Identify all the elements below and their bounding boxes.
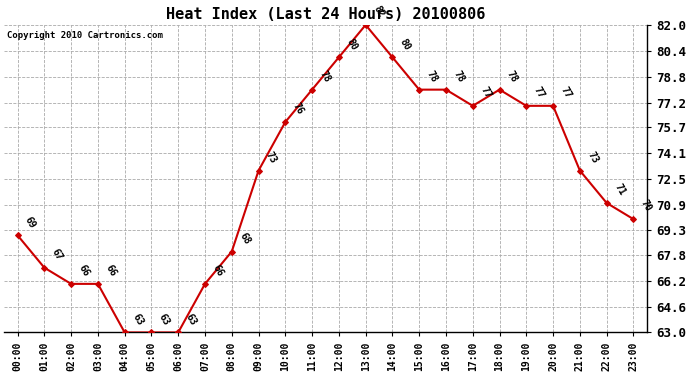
Text: 78: 78 <box>317 69 332 84</box>
Text: 77: 77 <box>559 85 573 100</box>
Text: 78: 78 <box>451 69 466 84</box>
Text: 78: 78 <box>425 69 440 84</box>
Text: 68: 68 <box>237 231 252 246</box>
Text: 76: 76 <box>291 101 306 117</box>
Text: 77: 77 <box>532 85 546 100</box>
Text: 73: 73 <box>585 150 600 165</box>
Text: 66: 66 <box>104 263 118 278</box>
Text: 80: 80 <box>398 36 413 52</box>
Text: 66: 66 <box>77 263 91 278</box>
Text: 63: 63 <box>130 312 145 327</box>
Text: 71: 71 <box>612 182 627 197</box>
Text: Copyright 2010 Cartronics.com: Copyright 2010 Cartronics.com <box>8 31 164 40</box>
Text: 69: 69 <box>23 214 38 230</box>
Title: Heat Index (Last 24 Hours) 20100806: Heat Index (Last 24 Hours) 20100806 <box>166 8 485 22</box>
Text: 73: 73 <box>264 150 279 165</box>
Text: 63: 63 <box>184 312 198 327</box>
Text: 82: 82 <box>371 4 386 20</box>
Text: 67: 67 <box>50 247 64 262</box>
Text: 70: 70 <box>639 198 653 214</box>
Text: 77: 77 <box>478 85 493 100</box>
Text: 80: 80 <box>344 36 359 52</box>
Text: 66: 66 <box>210 263 225 278</box>
Text: 63: 63 <box>157 312 172 327</box>
Text: 78: 78 <box>505 69 520 84</box>
